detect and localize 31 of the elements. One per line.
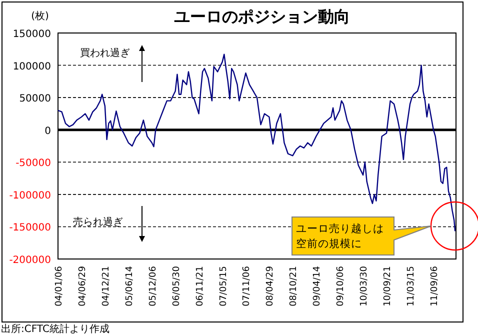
x-tick-label: 04/12/21 xyxy=(101,266,112,306)
text: 出所:CFTC統計より作成 xyxy=(1,323,110,335)
x-tick-label: 06/05/30 xyxy=(172,266,182,306)
x-tick-label: 05/12/06 xyxy=(148,266,158,306)
x-tick-label: 10/09/21 xyxy=(383,266,394,306)
y-tick-label: -50000 xyxy=(16,158,51,170)
y-tick-label: -100000 xyxy=(9,190,51,202)
y-axis-title: (枚) xyxy=(31,10,49,22)
x-tick-label: 07/05/15 xyxy=(218,266,229,306)
x-tick-label: 07/11/06 xyxy=(242,266,252,306)
x-tick-label: 04/01/06 xyxy=(54,266,64,306)
x-tick-label: 09/04/14 xyxy=(312,266,323,306)
y-tick-label: -150000 xyxy=(9,222,51,234)
x-tick-label: 09/10/06 xyxy=(336,266,346,306)
x-tick-label: 04/06/29 xyxy=(78,266,88,306)
x-tick-label: 05/06/14 xyxy=(124,266,135,306)
x-tick-label: 06/11/21 xyxy=(195,266,206,306)
annotation: ユーロ売り越しは空前の規模に xyxy=(296,222,384,250)
x-tick-label: 08/10/21 xyxy=(289,266,300,306)
annotation: 売られ過ぎ xyxy=(73,216,123,228)
y-tick-label: -200000 xyxy=(9,255,51,266)
x-tick-label: 10/03/30 xyxy=(360,266,370,306)
y-tick-label: 0 xyxy=(44,126,51,137)
chart-title: ユーロのポジション動向 xyxy=(174,7,350,26)
x-tick-label: 11/09/06 xyxy=(430,266,440,306)
x-tick-label: 11/03/15 xyxy=(406,266,417,306)
x-tick-label: 08/04/29 xyxy=(266,266,276,306)
y-tick-label: 100000 xyxy=(12,61,51,72)
y-tick-label: 50000 xyxy=(19,94,51,105)
annotation: 買われ過ぎ xyxy=(80,48,130,59)
y-tick-label: 150000 xyxy=(12,29,51,40)
